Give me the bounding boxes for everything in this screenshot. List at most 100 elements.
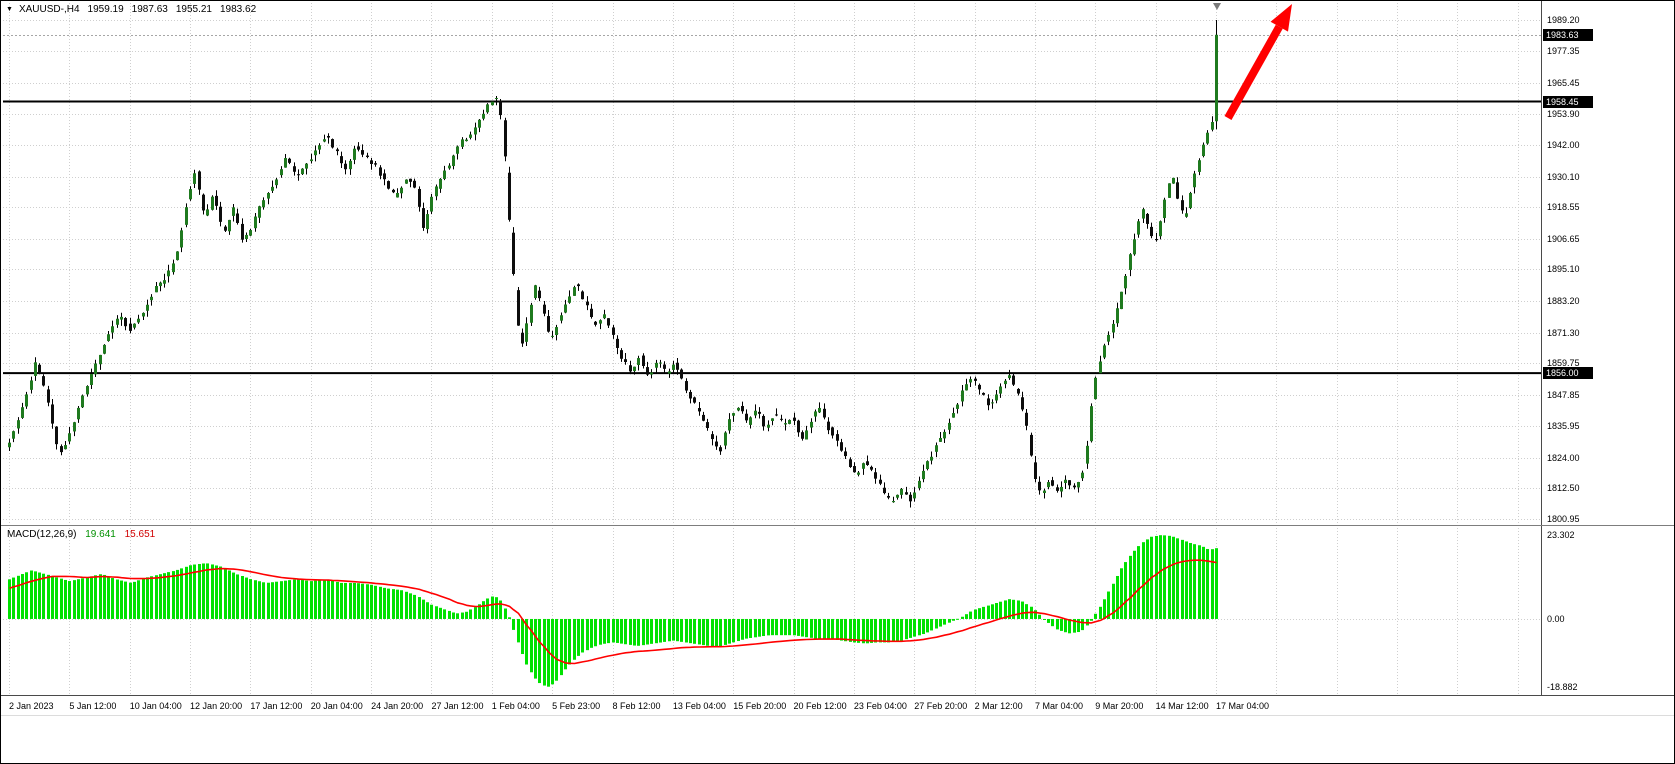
macd-histogram-bar [142,578,145,619]
candle [258,206,261,218]
time-axis-label: 7 Mar 04:00 [1034,701,1083,711]
macd-histogram-bar [866,618,869,644]
candle [305,163,308,169]
macd-histogram-bar [47,574,50,619]
candle [1146,213,1149,224]
macd-histogram-bar [624,618,627,645]
candle [642,355,645,366]
macd-axis-label: 23.302 [1547,530,1575,540]
macd-name: MACD(12,26,9) [7,529,77,540]
macd-histogram-bar [918,618,921,636]
time-axis-label: 9 Mar 20:00 [1095,701,1144,711]
candle [560,315,563,321]
candle [1168,183,1171,198]
macd-histogram-bar [612,618,615,643]
price-axis-label: 1953.90 [1547,108,1580,119]
candle [336,149,339,152]
time-axis-label: 12 Jan 20:00 [190,701,243,711]
price-axis[interactable]: 1989.20 1977.35 1965.45 1953.90 1942.00 1930.… [1541,1,1674,695]
candle [586,301,589,306]
macd-histogram-bar [163,573,166,619]
candle [25,394,28,407]
candle [603,314,606,319]
macd-histogram-bar [374,585,377,619]
macd-histogram-bar [896,618,899,642]
macd-histogram-bar [167,572,170,619]
macd-histogram-bar [762,618,765,637]
candle [1008,375,1011,379]
annotation-arrow-head[interactable] [1270,4,1292,32]
macd-histogram-bar [1038,614,1041,619]
price-axis-label: 1835.95 [1547,421,1580,432]
time-axis-label: 24 Jan 20:00 [371,701,424,711]
candle [465,139,468,142]
price-axis-label: 1871.30 [1547,327,1580,338]
macd-histogram-bar [741,618,744,640]
candle [943,431,946,439]
macd-histogram-bar [202,563,205,619]
price-axis-label: 1883.20 [1547,295,1580,306]
macd-histogram-bar [805,618,808,638]
time-axis[interactable]: 2 Jan 2023 5 Jan 12:00 10 Jan 04:00 12 Jan … [1,695,1674,763]
ohlc-low-value: 1955.21 [175,4,212,15]
candle [504,120,507,157]
macd-histogram-bar [892,618,895,642]
candle [711,434,714,440]
macd-histogram-bar [1116,575,1119,619]
macd-histogram-bar [344,582,347,619]
macd-histogram-bar [189,565,192,619]
macd-histogram-bar [409,593,412,619]
price-axis-label: 1812.50 [1547,483,1580,494]
macd-histogram-bar [504,608,507,619]
price-axis-label: 1895.10 [1547,264,1580,275]
macd-histogram-bar [629,618,632,645]
candle [1012,375,1015,385]
macd-histogram-bar [788,618,791,636]
macd-histogram-bar [155,575,158,619]
candle [758,411,761,414]
macd-histogram-bar [1129,555,1132,619]
candle [146,304,149,311]
macd-histogram-bar [715,618,718,646]
macd-histogram-bar [560,618,563,676]
candle [111,326,114,333]
macd-histogram-bar [185,566,188,619]
macd-histogram-bar [73,580,76,619]
candle [185,207,188,225]
candle [189,189,192,200]
candle [732,413,735,416]
candle [215,195,218,206]
macd-histogram-bar [1017,600,1020,619]
candle [948,422,951,430]
macd-histogram-bar [1215,548,1218,619]
macd-histogram-bar [698,618,701,645]
macd-histogram-bar [30,570,33,619]
annotation-arrow-shaft[interactable] [1224,24,1283,120]
candle [224,226,227,231]
symbol-period-label: XAUUSD-,H4 [18,4,80,15]
candle [21,407,24,418]
macd-histogram-bar [228,570,231,619]
macd-histogram-bar [987,605,990,619]
symbol-dropdown-icon[interactable]: ▼ [6,5,13,13]
macd-histogram-bar [637,618,640,646]
panel-separator[interactable] [1,525,1674,526]
candle [314,150,317,156]
macd-histogram-bar [922,618,925,635]
macd-histogram-bar [211,564,214,619]
macd-histogram-bar [103,574,106,619]
candle [142,312,145,317]
candle [521,332,524,344]
macd-histogram-bar [836,618,839,640]
macd-histogram-bar [1206,548,1209,619]
candle [646,367,649,375]
macd-line-value: 19.641 [85,529,116,540]
macd-histogram-bar [1025,604,1028,619]
macd-histogram-bar [767,618,770,636]
candle [443,170,446,179]
candle [1038,481,1041,491]
macd-signal-line [9,559,1217,665]
macd-histogram-bar [620,618,623,644]
macd-histogram-bar [275,581,278,619]
